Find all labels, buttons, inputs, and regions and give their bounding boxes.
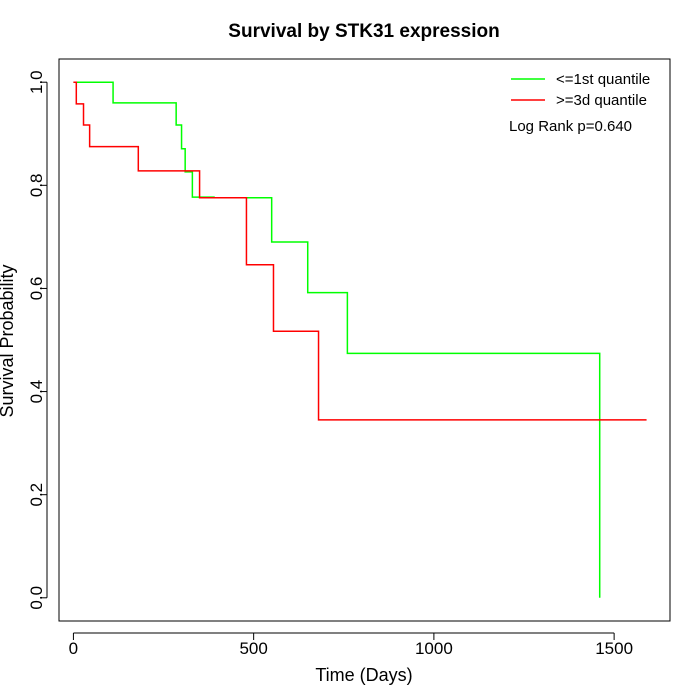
legend-label-low: <=1st quantile (556, 71, 650, 88)
x-tick-label: 0 (69, 639, 78, 658)
plot-frame (58, 58, 671, 622)
legend-label-high: >=3d quantile (556, 92, 647, 109)
x-tick-label: 1000 (415, 639, 453, 658)
x-axis-label: Time (Days) (315, 665, 412, 685)
series-layer (73, 81, 647, 598)
y-tick-label: 0.2 (27, 483, 46, 507)
y-tick-label: 0.4 (27, 380, 46, 404)
y-tick-label: 0.8 (27, 174, 46, 198)
legend: <=1st quantile >=3d quantile (511, 71, 650, 109)
survival-curve-low-expression (73, 81, 601, 598)
x-tick-label: 1500 (595, 639, 633, 658)
y-tick-label: 1.0 (27, 70, 46, 94)
chart-title: Survival by STK31 expression (228, 21, 499, 42)
y-axis-label: Survival Probability (0, 264, 17, 417)
survival-curve-high-expression (73, 81, 647, 421)
y-tick-label: 0.6 (27, 277, 46, 301)
x-tick-label: 500 (239, 639, 267, 658)
y-axis: 0.0 0.2 0.4 0.6 0.8 1.0 (27, 70, 48, 610)
log-rank-annotation: Log Rank p=0.640 (509, 118, 632, 135)
x-axis: 0 500 1000 1500 (69, 632, 633, 658)
y-tick-label: 0.0 (27, 586, 46, 610)
